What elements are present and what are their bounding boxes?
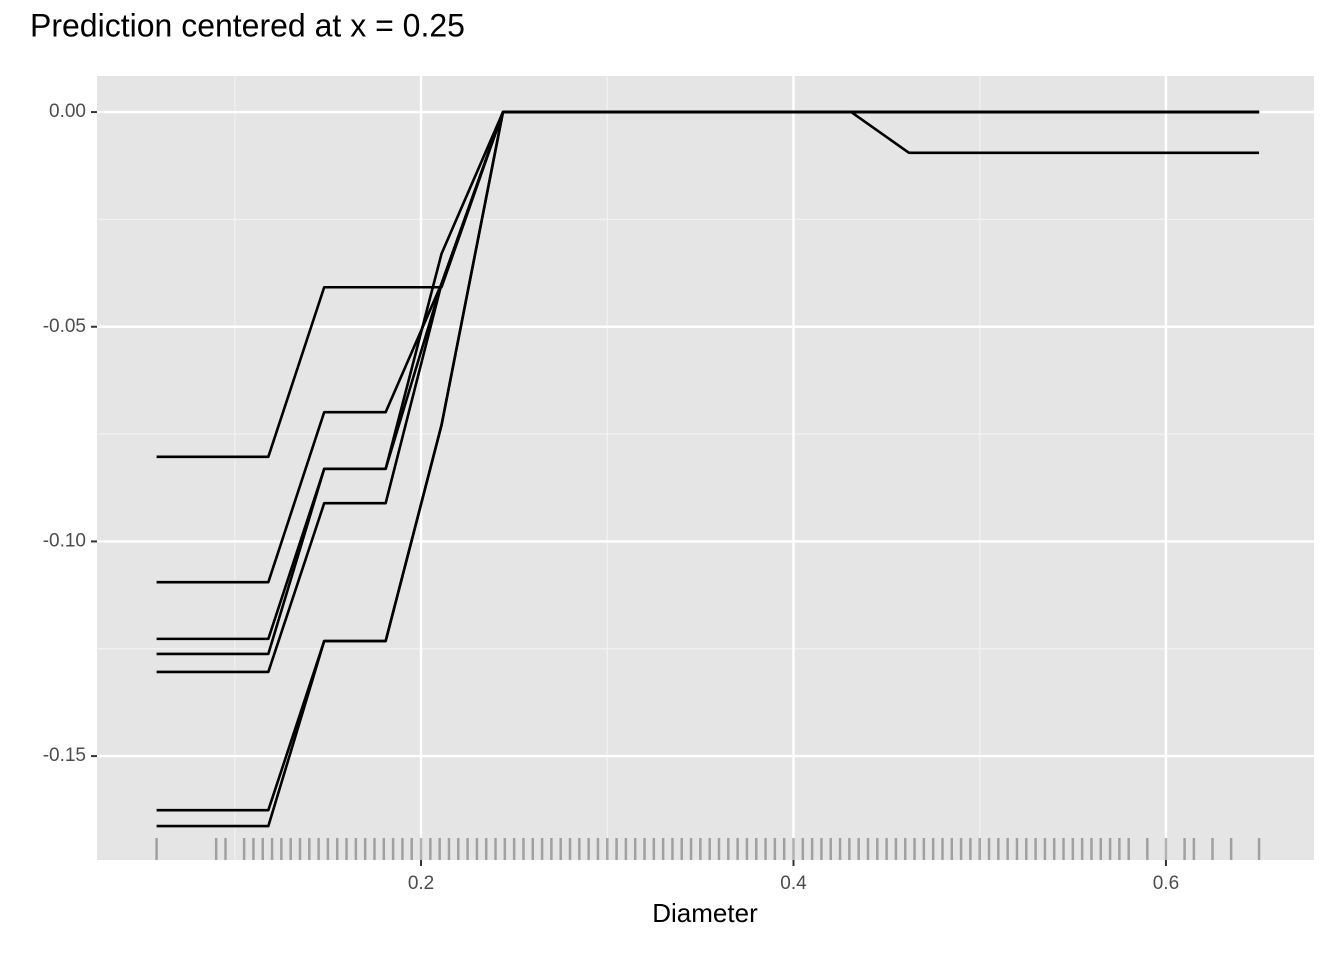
y-tick-label: 0.00	[49, 101, 86, 122]
x-tick-label: 0.4	[780, 873, 807, 894]
panel	[97, 76, 1314, 860]
ice-line	[156, 110, 1260, 828]
y-tick-label: -0.15	[43, 745, 86, 766]
y-tick-label: -0.05	[43, 316, 86, 337]
marks	[155, 110, 1261, 860]
chart-title: Prediction centered at x = 0.25	[30, 7, 465, 43]
x-tick-label: 0.6	[1153, 873, 1179, 894]
x-axis-label: Diameter	[652, 898, 758, 928]
y-tick-label: -0.10	[43, 530, 86, 551]
x-tick-label: 0.2	[408, 873, 434, 894]
